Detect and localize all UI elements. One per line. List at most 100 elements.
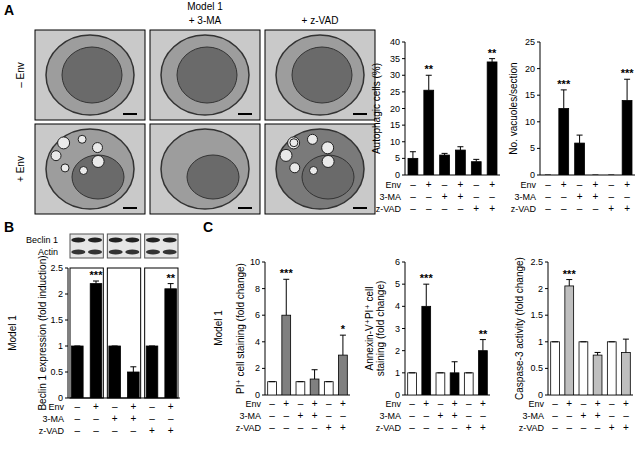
bar	[324, 382, 333, 395]
y-tick	[262, 262, 265, 263]
condition-label: 3-MA	[522, 411, 544, 421]
error-bar	[312, 370, 318, 379]
condition-sign: –	[426, 191, 432, 202]
error-bar	[624, 79, 630, 100]
em-image	[150, 124, 260, 214]
y-tick-label: 1.5	[50, 315, 63, 325]
image-frame	[35, 30, 145, 120]
error-bar	[437, 372, 443, 373]
error-cap	[609, 341, 615, 342]
condition-sign: –	[552, 398, 558, 409]
error-bar	[489, 59, 495, 62]
error-bar	[592, 175, 598, 176]
bar	[90, 284, 102, 398]
y-tick	[545, 288, 548, 289]
y-tick	[545, 368, 548, 369]
condition-sign: –	[410, 179, 416, 190]
bar	[165, 289, 177, 398]
bar	[408, 373, 417, 395]
condition-sign: +	[592, 179, 598, 190]
condition-sign: +	[326, 422, 332, 433]
y-tick	[262, 288, 265, 289]
condition-sign: +	[624, 203, 630, 214]
condition-sign: –	[566, 410, 572, 421]
vacuole	[307, 134, 317, 144]
group-box	[70, 268, 103, 398]
y-tick	[537, 175, 540, 176]
y-tick	[402, 141, 405, 142]
condition-sign: +	[442, 191, 448, 202]
bar	[607, 342, 616, 395]
error-cap	[580, 341, 586, 342]
error-bar	[410, 152, 416, 159]
condition-sign: –	[168, 413, 174, 424]
bar	[479, 351, 488, 395]
blot-band	[125, 238, 139, 243]
condition-sign: +	[457, 179, 463, 190]
y-tick	[402, 75, 405, 76]
error-cap	[437, 372, 443, 373]
y-tick-label: 2	[538, 284, 543, 294]
marks	[72, 281, 177, 398]
y-tick-label: 5	[530, 143, 535, 153]
y-tick-label: 10	[390, 137, 400, 147]
bar	[268, 382, 277, 395]
y-tick-label: 15	[390, 120, 400, 130]
condition-sign: +	[623, 398, 629, 409]
condition-sign: –	[609, 410, 615, 421]
y-tick	[537, 42, 540, 43]
em-image	[150, 30, 260, 120]
bar	[440, 155, 450, 175]
error-bar	[149, 346, 155, 347]
y-tick	[262, 315, 265, 316]
condition-sign: –	[438, 422, 444, 433]
error-stem	[569, 280, 570, 286]
em-image	[265, 124, 375, 214]
bar	[565, 286, 574, 395]
bar-chart: Autophagic cells (%)0510152025303540****…	[371, 37, 500, 214]
bar-chart: Caspase-3 activity (fold change)00.511.5…	[514, 257, 633, 433]
error-cap	[149, 346, 155, 347]
significance: ***	[420, 272, 434, 284]
condition-sign: +	[561, 179, 567, 190]
y-axis	[265, 262, 266, 395]
image-title: Model 1	[187, 1, 223, 12]
error-bar	[297, 381, 303, 382]
blot-band	[71, 238, 85, 243]
condition-sign: +	[297, 410, 303, 421]
blot-band	[109, 238, 123, 243]
nucleus	[177, 47, 237, 103]
scale-bar	[123, 113, 137, 115]
y-tick	[537, 68, 540, 69]
error-bar	[93, 281, 99, 284]
vacuole	[280, 149, 292, 161]
condition-sign: +	[624, 179, 630, 190]
significance: **	[424, 63, 433, 75]
y-tick-label: 2.5	[530, 257, 543, 267]
error-bar	[74, 346, 80, 347]
condition-label: Env	[520, 180, 536, 190]
error-stem	[170, 284, 171, 289]
condition-sign: –	[298, 398, 304, 409]
condition-label: 3-MA	[42, 414, 64, 424]
condition-sign: +	[609, 422, 615, 433]
y-tick	[545, 395, 548, 396]
y-axis-label: No. vacuoles/section	[508, 62, 519, 154]
y-tick-label: 1.5	[530, 310, 543, 320]
error-cap	[466, 372, 472, 373]
bar	[424, 90, 434, 175]
side-label: Model 1	[213, 310, 224, 346]
marks	[408, 284, 488, 395]
y-tick-label: 15	[525, 90, 535, 100]
y-tick	[402, 284, 405, 285]
error-stem	[625, 339, 626, 352]
vacuole	[58, 137, 70, 149]
y-tick	[402, 108, 405, 109]
error-bar	[326, 381, 332, 382]
error-cap	[297, 381, 303, 382]
background	[0, 0, 644, 467]
condition-sign: –	[409, 398, 415, 409]
y-tick	[65, 294, 68, 295]
cell	[46, 35, 134, 115]
nucleus	[292, 47, 352, 103]
